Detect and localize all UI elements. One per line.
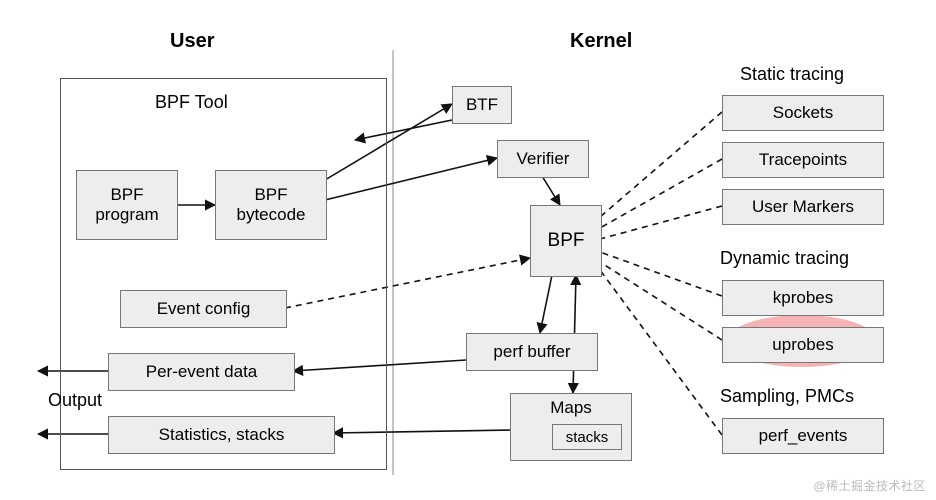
user-heading: User (170, 30, 214, 53)
sockets-node: Sockets (722, 95, 884, 131)
edge-verifier-bpf (542, 176, 560, 205)
maps-stacks-node: stacks (552, 424, 622, 450)
bpf-tool-region (60, 78, 387, 470)
event-config-node: Event config (120, 290, 287, 328)
verifier-node: Verifier (497, 140, 589, 178)
kprobes-node: kprobes (722, 280, 884, 316)
bpf-program-node: BPF program (76, 170, 178, 240)
kernel-heading: Kernel (570, 30, 632, 53)
edge-user_markers-bpf (600, 206, 722, 239)
watermark-text: @稀土掘金技术社区 (813, 477, 926, 494)
edge-uprobes-bpf (600, 262, 722, 340)
tracepoints-node: Tracepoints (722, 142, 884, 178)
static-tracing-label: Static tracing (740, 64, 844, 85)
statistics-stacks-node: Statistics, stacks (108, 416, 335, 454)
sampling-pmcs-label: Sampling, PMCs (720, 386, 854, 407)
edge-tracepoints-bpf (600, 159, 722, 228)
bpf-tool-heading: BPF Tool (155, 92, 228, 113)
output-label: Output (48, 390, 102, 411)
user-markers-node: User Markers (722, 189, 884, 225)
dynamic-tracing-label: Dynamic tracing (720, 248, 849, 269)
perf-buffer-node: perf buffer (466, 333, 598, 371)
uprobes-node: uprobes (722, 327, 884, 363)
btf-node: BTF (452, 86, 512, 124)
diagram-stage: { "colors": { "background": "#ffffff", "… (0, 0, 936, 500)
edge-sockets-bpf (600, 112, 722, 217)
bpf-node: BPF (530, 205, 602, 277)
bpf-bytecode-node: BPF bytecode (215, 170, 327, 240)
perf-events-node: perf_events (722, 418, 884, 454)
edge-kprobes-bpf (600, 252, 722, 296)
edge-bpf-perf_buffer (540, 275, 552, 333)
per-event-data-node: Per-event data (108, 353, 295, 391)
